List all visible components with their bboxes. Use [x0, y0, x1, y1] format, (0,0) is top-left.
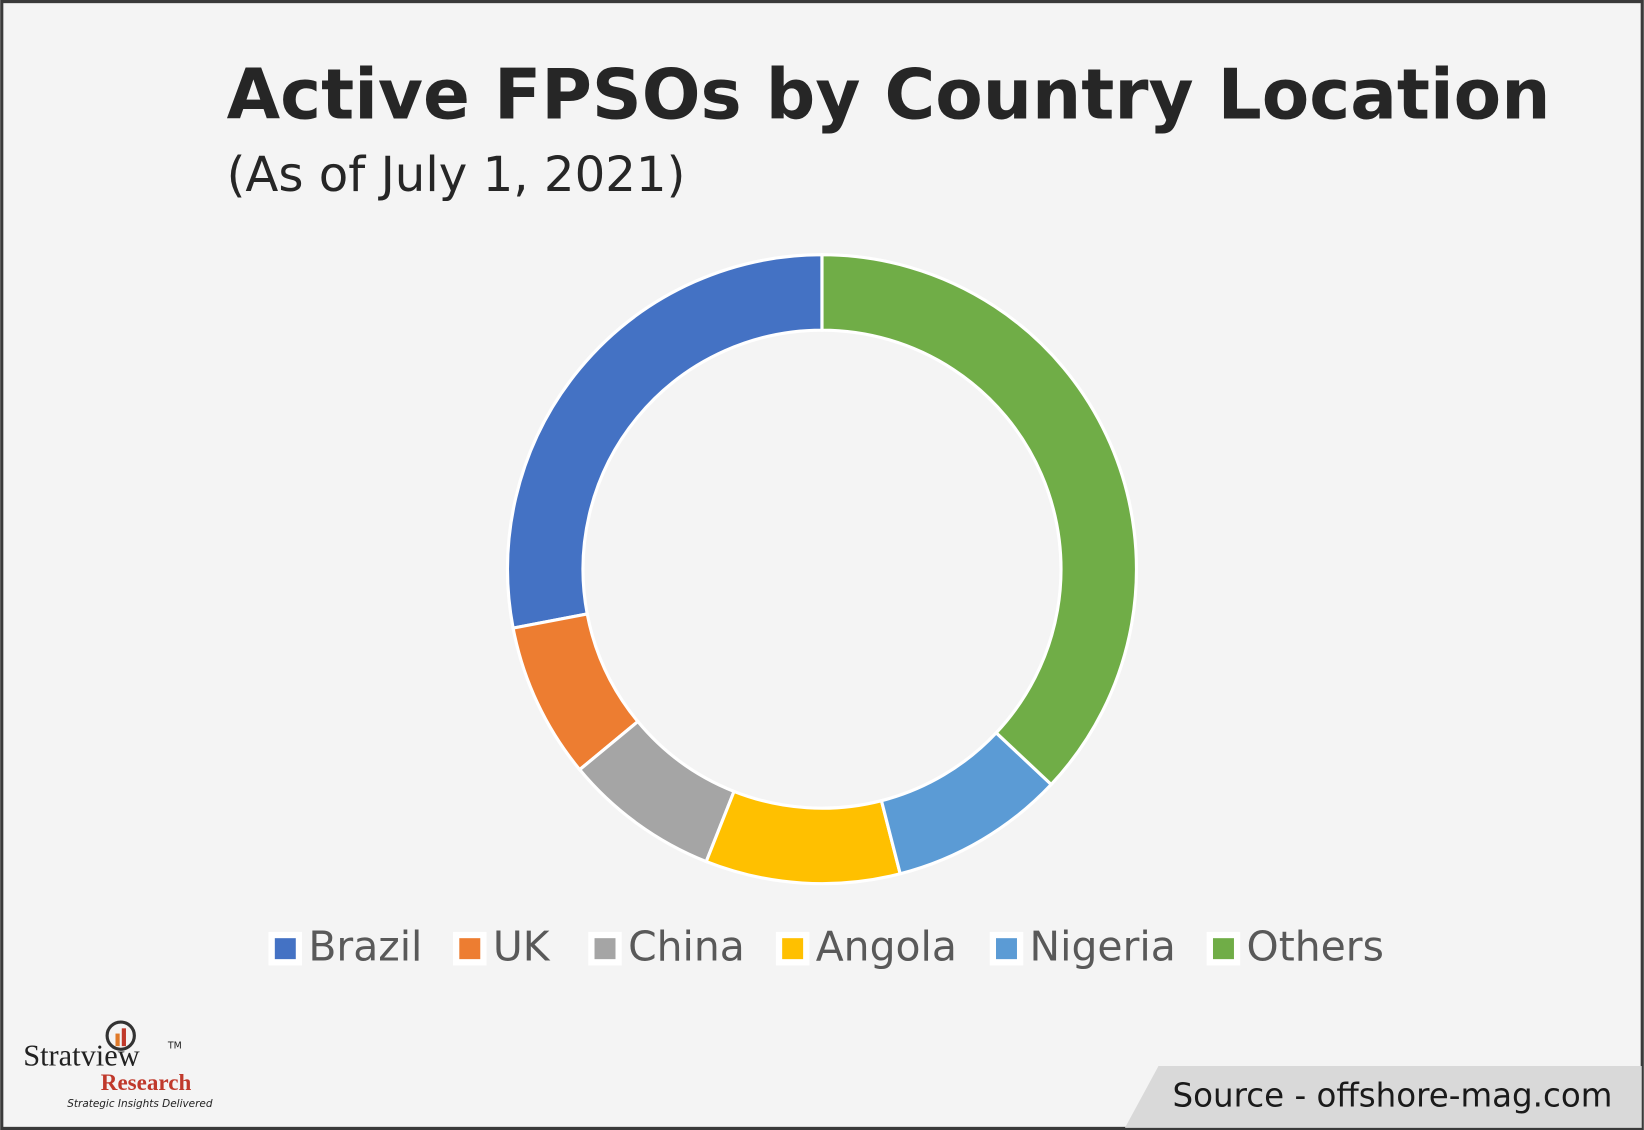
legend-label: Others [1247, 923, 1384, 971]
chart-subtitle: (As of July 1, 2021) [227, 147, 686, 203]
logo-name: Stratview [23, 1039, 139, 1073]
donut [505, 253, 1139, 886]
chart-title: Active FPSOs by Country Location [227, 56, 1551, 136]
logo: Stratview TM Research Strategic Insights… [23, 1020, 213, 1110]
legend-label: Nigeria [1030, 923, 1176, 971]
legend-marker [1212, 938, 1234, 960]
legend-label: Angola [816, 923, 957, 971]
legend-marker [996, 938, 1017, 960]
logo-icon [105, 1020, 136, 1051]
legend-label: Brazil [308, 923, 422, 971]
logo-tagline: Strategic Insights Delivered [67, 1098, 213, 1110]
logo-icon-bar [121, 1028, 126, 1047]
source: Source - offshore-mag.com [1173, 1077, 1613, 1115]
legend-marker [782, 938, 804, 960]
logo-division: Research [101, 1069, 192, 1095]
logo-trademark: TM [167, 1041, 182, 1052]
slice [505, 253, 824, 630]
legend-marker [459, 938, 481, 960]
logo-icon-bar [115, 1033, 120, 1047]
source-box [1124, 1066, 1642, 1128]
slice [820, 253, 1139, 787]
legend-marker [274, 938, 296, 960]
legend: Brazil UK China Angola Nigeria Others [268, 923, 1384, 971]
legend-label: China [628, 923, 745, 971]
legend-marker [594, 938, 616, 960]
legend-label: UK [493, 923, 551, 971]
